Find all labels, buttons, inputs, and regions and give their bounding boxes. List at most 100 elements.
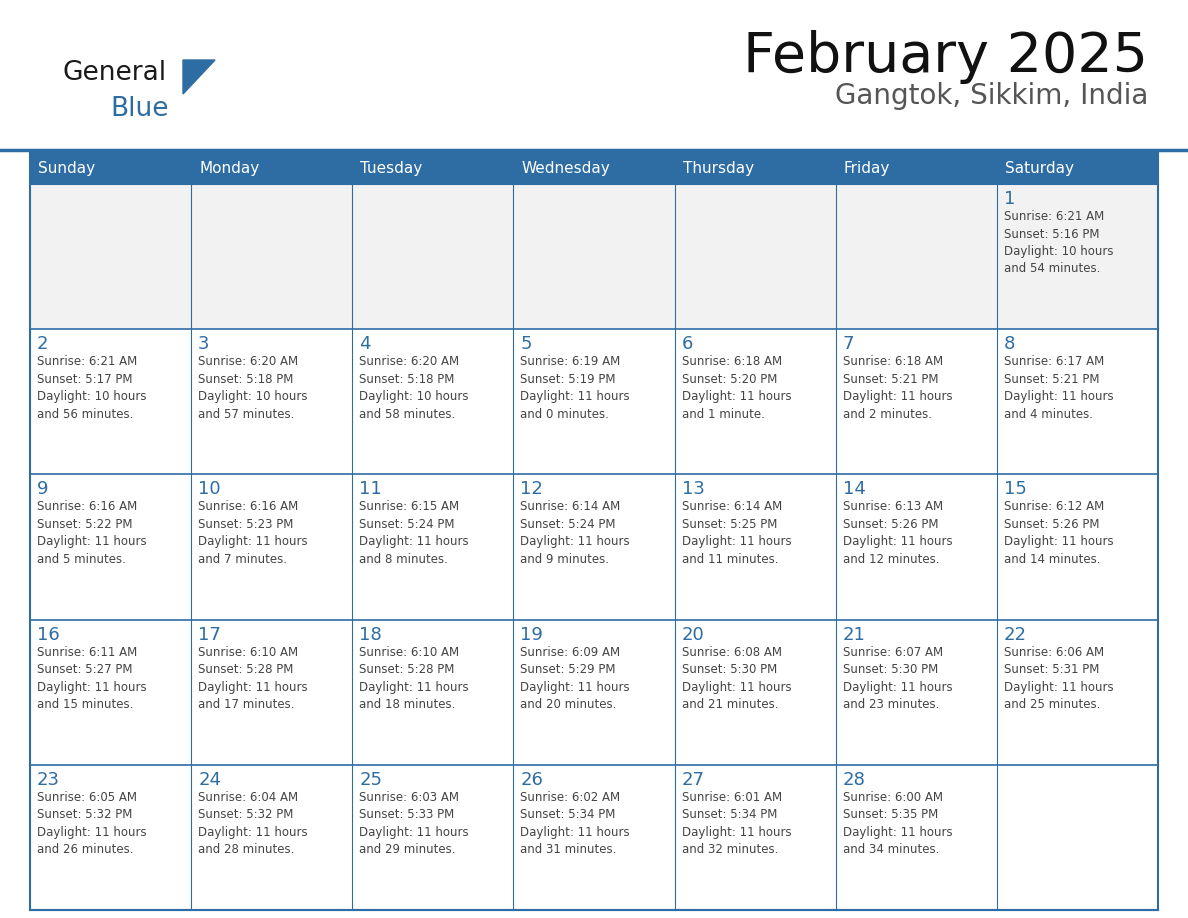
Bar bbox=[513, 184, 675, 330]
Text: Sunrise: 6:15 AM
Sunset: 5:24 PM
Daylight: 11 hours
and 8 minutes.: Sunrise: 6:15 AM Sunset: 5:24 PM Dayligh… bbox=[359, 500, 469, 565]
Text: 2: 2 bbox=[37, 335, 49, 353]
Text: 22: 22 bbox=[1004, 625, 1026, 644]
Text: 13: 13 bbox=[682, 480, 704, 498]
Text: Sunrise: 6:08 AM
Sunset: 5:30 PM
Daylight: 11 hours
and 21 minutes.: Sunrise: 6:08 AM Sunset: 5:30 PM Dayligh… bbox=[682, 645, 791, 711]
Text: Sunrise: 6:14 AM
Sunset: 5:25 PM
Daylight: 11 hours
and 11 minutes.: Sunrise: 6:14 AM Sunset: 5:25 PM Dayligh… bbox=[682, 500, 791, 565]
Bar bbox=[30, 152, 1158, 184]
Text: Sunrise: 6:07 AM
Sunset: 5:30 PM
Daylight: 11 hours
and 23 minutes.: Sunrise: 6:07 AM Sunset: 5:30 PM Dayligh… bbox=[842, 645, 953, 711]
Text: Sunrise: 6:05 AM
Sunset: 5:32 PM
Daylight: 11 hours
and 26 minutes.: Sunrise: 6:05 AM Sunset: 5:32 PM Dayligh… bbox=[37, 790, 146, 856]
Text: 5: 5 bbox=[520, 335, 532, 353]
Text: Sunday: Sunday bbox=[38, 161, 95, 175]
Bar bbox=[30, 152, 1158, 910]
Text: 1: 1 bbox=[1004, 190, 1016, 208]
Bar bbox=[353, 475, 513, 620]
Text: Tuesday: Tuesday bbox=[360, 161, 423, 175]
Bar bbox=[191, 620, 353, 765]
Text: Blue: Blue bbox=[110, 96, 169, 122]
Text: 17: 17 bbox=[198, 625, 221, 644]
Text: Sunrise: 6:16 AM
Sunset: 5:23 PM
Daylight: 11 hours
and 7 minutes.: Sunrise: 6:16 AM Sunset: 5:23 PM Dayligh… bbox=[198, 500, 308, 565]
Bar bbox=[835, 184, 997, 330]
Bar bbox=[997, 330, 1158, 475]
Text: Sunrise: 6:19 AM
Sunset: 5:19 PM
Daylight: 11 hours
and 0 minutes.: Sunrise: 6:19 AM Sunset: 5:19 PM Dayligh… bbox=[520, 355, 630, 420]
Bar bbox=[513, 765, 675, 910]
Text: Friday: Friday bbox=[843, 161, 890, 175]
Text: 25: 25 bbox=[359, 771, 383, 789]
Text: Sunrise: 6:02 AM
Sunset: 5:34 PM
Daylight: 11 hours
and 31 minutes.: Sunrise: 6:02 AM Sunset: 5:34 PM Dayligh… bbox=[520, 790, 630, 856]
Bar bbox=[30, 765, 191, 910]
Text: Sunrise: 6:10 AM
Sunset: 5:28 PM
Daylight: 11 hours
and 17 minutes.: Sunrise: 6:10 AM Sunset: 5:28 PM Dayligh… bbox=[198, 645, 308, 711]
Text: Monday: Monday bbox=[200, 161, 259, 175]
Bar bbox=[997, 475, 1158, 620]
Bar bbox=[997, 620, 1158, 765]
Text: Sunrise: 6:12 AM
Sunset: 5:26 PM
Daylight: 11 hours
and 14 minutes.: Sunrise: 6:12 AM Sunset: 5:26 PM Dayligh… bbox=[1004, 500, 1113, 565]
Bar bbox=[997, 765, 1158, 910]
Text: Thursday: Thursday bbox=[683, 161, 753, 175]
Text: Sunrise: 6:11 AM
Sunset: 5:27 PM
Daylight: 11 hours
and 15 minutes.: Sunrise: 6:11 AM Sunset: 5:27 PM Dayligh… bbox=[37, 645, 146, 711]
Text: Wednesday: Wednesday bbox=[522, 161, 611, 175]
Bar bbox=[513, 620, 675, 765]
Bar bbox=[675, 620, 835, 765]
Bar bbox=[191, 765, 353, 910]
Bar bbox=[513, 330, 675, 475]
Text: 4: 4 bbox=[359, 335, 371, 353]
Text: 26: 26 bbox=[520, 771, 543, 789]
Text: 16: 16 bbox=[37, 625, 59, 644]
Text: Sunrise: 6:20 AM
Sunset: 5:18 PM
Daylight: 10 hours
and 57 minutes.: Sunrise: 6:20 AM Sunset: 5:18 PM Dayligh… bbox=[198, 355, 308, 420]
Text: Sunrise: 6:01 AM
Sunset: 5:34 PM
Daylight: 11 hours
and 32 minutes.: Sunrise: 6:01 AM Sunset: 5:34 PM Dayligh… bbox=[682, 790, 791, 856]
Text: 19: 19 bbox=[520, 625, 543, 644]
Text: 14: 14 bbox=[842, 480, 866, 498]
Bar bbox=[513, 475, 675, 620]
Bar bbox=[997, 184, 1158, 330]
Text: 10: 10 bbox=[198, 480, 221, 498]
Bar bbox=[191, 184, 353, 330]
Text: Sunrise: 6:16 AM
Sunset: 5:22 PM
Daylight: 11 hours
and 5 minutes.: Sunrise: 6:16 AM Sunset: 5:22 PM Dayligh… bbox=[37, 500, 146, 565]
Text: Sunrise: 6:10 AM
Sunset: 5:28 PM
Daylight: 11 hours
and 18 minutes.: Sunrise: 6:10 AM Sunset: 5:28 PM Dayligh… bbox=[359, 645, 469, 711]
Bar bbox=[675, 475, 835, 620]
Bar bbox=[191, 475, 353, 620]
Text: Sunrise: 6:21 AM
Sunset: 5:16 PM
Daylight: 10 hours
and 54 minutes.: Sunrise: 6:21 AM Sunset: 5:16 PM Dayligh… bbox=[1004, 210, 1113, 275]
Bar bbox=[835, 765, 997, 910]
Text: Sunrise: 6:06 AM
Sunset: 5:31 PM
Daylight: 11 hours
and 25 minutes.: Sunrise: 6:06 AM Sunset: 5:31 PM Dayligh… bbox=[1004, 645, 1113, 711]
Text: Sunrise: 6:14 AM
Sunset: 5:24 PM
Daylight: 11 hours
and 9 minutes.: Sunrise: 6:14 AM Sunset: 5:24 PM Dayligh… bbox=[520, 500, 630, 565]
Text: Sunrise: 6:18 AM
Sunset: 5:21 PM
Daylight: 11 hours
and 2 minutes.: Sunrise: 6:18 AM Sunset: 5:21 PM Dayligh… bbox=[842, 355, 953, 420]
Text: 27: 27 bbox=[682, 771, 704, 789]
Text: Sunrise: 6:04 AM
Sunset: 5:32 PM
Daylight: 11 hours
and 28 minutes.: Sunrise: 6:04 AM Sunset: 5:32 PM Dayligh… bbox=[198, 790, 308, 856]
Text: 11: 11 bbox=[359, 480, 383, 498]
Text: Sunrise: 6:21 AM
Sunset: 5:17 PM
Daylight: 10 hours
and 56 minutes.: Sunrise: 6:21 AM Sunset: 5:17 PM Dayligh… bbox=[37, 355, 146, 420]
Text: Sunrise: 6:20 AM
Sunset: 5:18 PM
Daylight: 10 hours
and 58 minutes.: Sunrise: 6:20 AM Sunset: 5:18 PM Dayligh… bbox=[359, 355, 469, 420]
Bar bbox=[353, 765, 513, 910]
Bar bbox=[835, 620, 997, 765]
Text: 9: 9 bbox=[37, 480, 49, 498]
Text: Sunrise: 6:17 AM
Sunset: 5:21 PM
Daylight: 11 hours
and 4 minutes.: Sunrise: 6:17 AM Sunset: 5:21 PM Dayligh… bbox=[1004, 355, 1113, 420]
Bar bbox=[675, 184, 835, 330]
Text: 21: 21 bbox=[842, 625, 866, 644]
Polygon shape bbox=[183, 60, 215, 94]
Bar bbox=[191, 330, 353, 475]
Text: Sunrise: 6:13 AM
Sunset: 5:26 PM
Daylight: 11 hours
and 12 minutes.: Sunrise: 6:13 AM Sunset: 5:26 PM Dayligh… bbox=[842, 500, 953, 565]
Text: Sunrise: 6:00 AM
Sunset: 5:35 PM
Daylight: 11 hours
and 34 minutes.: Sunrise: 6:00 AM Sunset: 5:35 PM Dayligh… bbox=[842, 790, 953, 856]
Text: 6: 6 bbox=[682, 335, 693, 353]
Text: General: General bbox=[62, 60, 166, 86]
Text: 23: 23 bbox=[37, 771, 61, 789]
Text: 15: 15 bbox=[1004, 480, 1026, 498]
Bar bbox=[30, 475, 191, 620]
Bar bbox=[675, 765, 835, 910]
Text: 7: 7 bbox=[842, 335, 854, 353]
Text: 18: 18 bbox=[359, 625, 383, 644]
Text: Gangtok, Sikkim, India: Gangtok, Sikkim, India bbox=[835, 82, 1148, 110]
Bar bbox=[353, 620, 513, 765]
Text: 12: 12 bbox=[520, 480, 543, 498]
Bar bbox=[835, 330, 997, 475]
Text: 20: 20 bbox=[682, 625, 704, 644]
Text: 28: 28 bbox=[842, 771, 866, 789]
Text: 3: 3 bbox=[198, 335, 209, 353]
Bar bbox=[675, 330, 835, 475]
Text: Saturday: Saturday bbox=[1005, 161, 1074, 175]
Bar bbox=[30, 620, 191, 765]
Text: February 2025: February 2025 bbox=[742, 30, 1148, 84]
Text: Sunrise: 6:09 AM
Sunset: 5:29 PM
Daylight: 11 hours
and 20 minutes.: Sunrise: 6:09 AM Sunset: 5:29 PM Dayligh… bbox=[520, 645, 630, 711]
Text: Sunrise: 6:18 AM
Sunset: 5:20 PM
Daylight: 11 hours
and 1 minute.: Sunrise: 6:18 AM Sunset: 5:20 PM Dayligh… bbox=[682, 355, 791, 420]
Bar bbox=[835, 475, 997, 620]
Text: 8: 8 bbox=[1004, 335, 1016, 353]
Text: 24: 24 bbox=[198, 771, 221, 789]
